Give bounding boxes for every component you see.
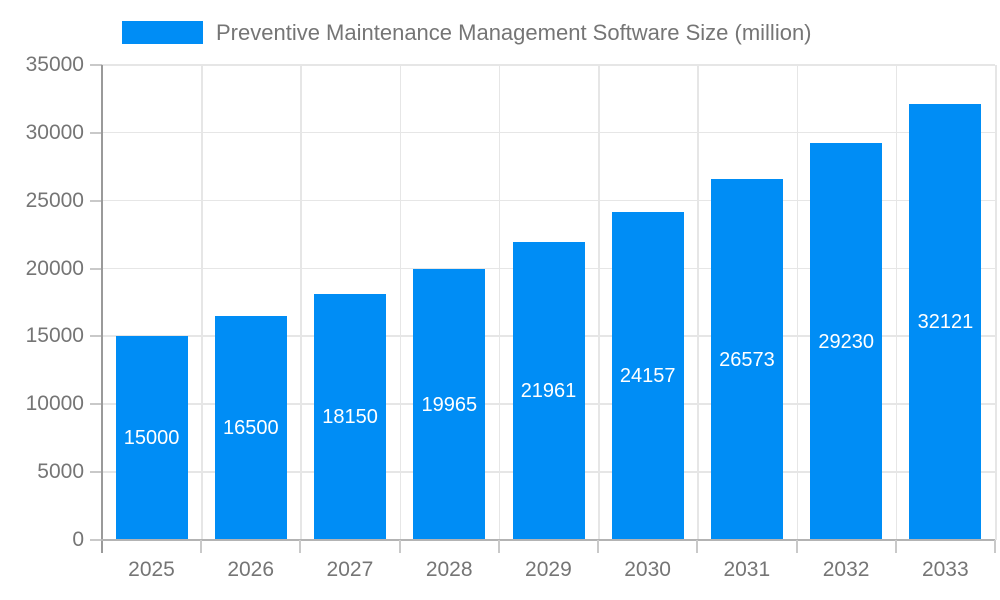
x-axis-tick [795,540,798,553]
x-axis-tick [894,540,897,553]
bar-2026[interactable] [214,316,287,540]
bar-value-label: 29230 [818,330,874,353]
x-axis-label: 2030 [624,558,671,581]
x-axis-tick [398,540,401,553]
y-axis-tick [90,335,102,338]
x-axis-label: 2025 [128,558,175,581]
y-axis-label: 0 [72,528,84,551]
bar-2027[interactable] [314,293,387,540]
v-gridline [201,65,203,540]
v-gridline [498,65,501,540]
legend-swatch [122,21,203,44]
h-gridline [102,199,995,202]
y-axis-tick [90,64,102,66]
x-axis-baseline [101,539,995,541]
h-gridline [102,131,995,134]
x-axis-tick [597,540,600,553]
bar-value-label: 18150 [322,405,378,428]
y-axis-tick [90,199,102,202]
v-gridline [399,65,402,540]
v-gridline [796,65,799,540]
x-axis-tick [696,540,699,553]
bar-value-label: 26573 [719,348,775,371]
y-axis-line [101,65,103,553]
y-axis-label: 25000 [25,188,84,212]
y-axis-label: 5000 [37,460,84,484]
bar-2025[interactable] [115,336,188,540]
bar-2029[interactable] [512,242,585,540]
x-axis-label: 2029 [525,558,572,581]
x-axis-tick [200,540,203,553]
bar-2030[interactable] [611,212,684,540]
y-axis-label: 30000 [25,120,84,144]
bar-value-label: 19965 [421,393,478,416]
y-axis-label: 20000 [25,256,84,280]
y-axis-tick [90,267,102,270]
bar-2033[interactable] [909,104,982,540]
x-axis-label: 2027 [326,558,374,581]
v-gridline [895,65,898,540]
y-axis-tick [90,131,102,134]
bar-2028[interactable] [413,269,486,540]
bar-value-label: 24157 [619,365,676,388]
y-axis-label: 10000 [25,392,84,416]
y-axis-tick [90,471,102,474]
v-gridline [697,65,699,540]
v-gridline [995,65,997,540]
bar-2031[interactable] [710,179,783,540]
y-axis-tick [90,539,102,541]
x-axis-tick [299,540,302,553]
y-axis-label: 35000 [25,53,84,76]
x-axis-tick [994,540,996,553]
bar-value-label: 15000 [123,427,180,450]
x-axis-label: 2026 [227,558,275,581]
x-axis-label: 2032 [822,558,870,581]
x-axis-label: 2033 [921,558,969,581]
bar-value-label: 16500 [222,417,279,439]
x-axis-tick [497,540,500,553]
y-axis-label: 15000 [25,324,84,348]
y-axis-tick [90,403,102,406]
bar-2032[interactable] [810,143,883,540]
h-gridline [102,64,995,66]
bar-value-label: 32121 [917,311,974,333]
bar-value-label: 21961 [520,380,577,402]
x-axis-label: 2031 [723,558,771,581]
x-axis-label: 2028 [425,558,473,581]
v-gridline [300,65,302,540]
legend-label: Preventive Maintenance Management Softwa… [216,20,812,45]
v-gridline [598,65,600,540]
